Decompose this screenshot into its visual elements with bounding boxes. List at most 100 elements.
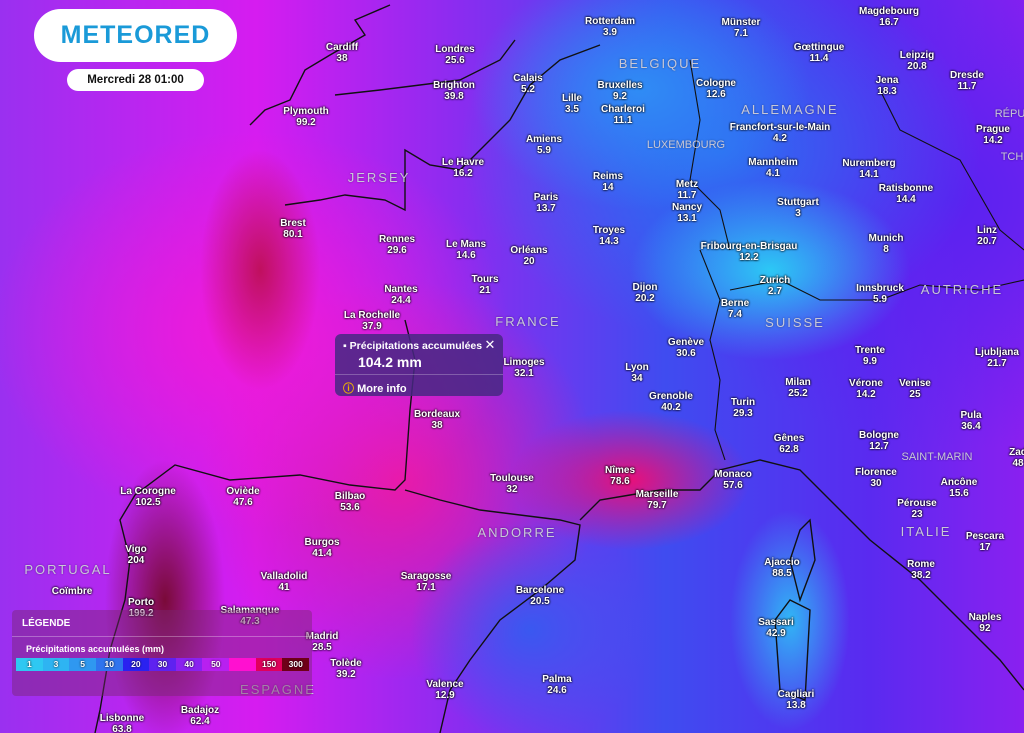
city-label[interactable]: La Rochelle 37.9: [344, 310, 400, 332]
city-label[interactable]: Venise 25: [899, 378, 931, 400]
city-label[interactable]: Nantes 24.4: [384, 284, 417, 306]
city-label[interactable]: Nancy 13.1: [672, 202, 702, 224]
city-label[interactable]: Gênes 62.8: [774, 433, 805, 455]
city-label[interactable]: Valence 12.9: [426, 679, 463, 701]
city-label[interactable]: Coïmbre: [52, 586, 93, 597]
city-label[interactable]: Berne 7.4: [721, 298, 749, 320]
city-label[interactable]: Brighton 39.8: [433, 80, 475, 102]
city-label[interactable]: Gœttingue 11.4: [794, 42, 845, 64]
close-icon[interactable]: ✕: [484, 337, 496, 352]
city-label[interactable]: Rome 38.2: [907, 559, 935, 581]
city-label[interactable]: Vigo 204: [125, 544, 146, 566]
city-label[interactable]: Limoges 32.1: [503, 357, 544, 379]
city-label[interactable]: Londres 25.6: [435, 44, 474, 66]
city-label[interactable]: Prague 14.2: [976, 124, 1010, 146]
city-label[interactable]: Francfort-sur-le-Main 4.2: [730, 122, 831, 144]
city-label[interactable]: Naples 92: [969, 612, 1002, 634]
city-label[interactable]: Sassari 42.9: [758, 617, 794, 639]
city-label[interactable]: Palma 24.6: [542, 674, 571, 696]
city-label[interactable]: Barcelone 20.5: [516, 585, 564, 607]
city-label[interactable]: Linz 20.7: [977, 225, 997, 247]
city-name: Berne: [720, 298, 750, 309]
city-label[interactable]: Zad 48: [1009, 447, 1024, 469]
city-label[interactable]: Le Havre 16.2: [442, 157, 484, 179]
legend-stop: [229, 658, 256, 671]
city-label[interactable]: Porto 199.2: [128, 597, 154, 619]
more-info-link[interactable]: ⓘ More info: [343, 380, 407, 396]
city-label[interactable]: Bologne 12.7: [859, 430, 899, 452]
city-name: Pula: [960, 410, 982, 421]
city-label[interactable]: Madrid 28.5: [306, 631, 339, 653]
city-label[interactable]: Bilbao 53.6: [335, 491, 366, 513]
city-label[interactable]: Cardiff 38: [326, 42, 358, 64]
legend-panel[interactable]: LÉGENDE Précipitations accumulées (mm) 1…: [12, 610, 312, 696]
city-label[interactable]: Jena 18.3: [876, 75, 899, 97]
city-label[interactable]: Cagliari 13.8: [778, 689, 815, 711]
city-label[interactable]: Ljubljana 21.7: [975, 347, 1019, 369]
city-label[interactable]: Vérone 14.2: [849, 378, 883, 400]
city-label[interactable]: Munich 8: [869, 233, 904, 255]
city-label[interactable]: Dresde 11.7: [950, 70, 984, 92]
city-label[interactable]: Turin 29.3: [731, 397, 755, 419]
city-label[interactable]: Genève 30.6: [668, 337, 704, 359]
city-label[interactable]: Toulouse 32: [490, 473, 534, 495]
city-label[interactable]: Trente 9.9: [855, 345, 885, 367]
city-label[interactable]: Magdebourg 16.7: [859, 6, 919, 28]
city-label[interactable]: Florence 30: [855, 467, 897, 489]
city-label[interactable]: Ancône 15.6: [941, 477, 978, 499]
city-label[interactable]: Milan 25.2: [785, 377, 811, 399]
city-label[interactable]: Badajoz 62.4: [181, 705, 219, 727]
popup-title: Précipitations accumulées: [349, 340, 483, 352]
city-label[interactable]: Mannheim 4.1: [748, 157, 797, 179]
city-label[interactable]: Amiens 5.9: [526, 134, 562, 156]
city-label[interactable]: Bruxelles 9.2: [597, 80, 642, 102]
city-label[interactable]: Münster 7.1: [722, 17, 761, 39]
city-name: Monaco: [714, 469, 752, 480]
city-label[interactable]: Rotterdam 3.9: [585, 16, 635, 38]
city-label[interactable]: Pérouse 23: [897, 498, 936, 520]
city-label[interactable]: Monaco 57.6: [714, 469, 752, 491]
city-label[interactable]: Tours 21: [471, 274, 498, 296]
city-label[interactable]: Pula 36.4: [960, 410, 981, 432]
city-label[interactable]: Oviède 47.6: [226, 486, 259, 508]
city-label[interactable]: Troyes 14.3: [593, 225, 625, 247]
city-label[interactable]: Tolède 39.2: [330, 658, 361, 680]
city-label[interactable]: Valladolid 41: [261, 571, 308, 593]
city-label[interactable]: Ratisbonne 14.4: [879, 183, 933, 205]
city-label[interactable]: Metz 11.7: [676, 179, 698, 201]
city-label[interactable]: Charleroi 11.1: [601, 104, 645, 126]
city-label[interactable]: Zurich 2.7: [760, 275, 791, 297]
city-label[interactable]: Cologne 12.6: [696, 78, 736, 100]
city-precip-value: 63.8: [112, 724, 132, 733]
city-label[interactable]: Fribourg-en-Brisgau 12.2: [701, 241, 798, 263]
city-label[interactable]: Innsbruck 5.9: [856, 283, 904, 305]
city-label[interactable]: Nîmes 78.6: [605, 465, 635, 487]
city-label[interactable]: Plymouth 99.2: [283, 106, 329, 128]
city-label[interactable]: Brest 80.1: [280, 218, 306, 240]
city-precip-value: 13.8: [786, 700, 806, 711]
city-label[interactable]: Bordeaux 38: [414, 409, 460, 431]
city-label[interactable]: Orléans 20: [510, 245, 547, 267]
city-label[interactable]: Calais 5.2: [513, 73, 542, 95]
city-label[interactable]: Paris 13.7: [534, 192, 558, 214]
city-label[interactable]: Le Mans 14.6: [446, 239, 486, 261]
city-label[interactable]: Grenoble 40.2: [649, 391, 693, 413]
city-label[interactable]: Lyon 34: [625, 362, 649, 384]
city-label[interactable]: Reims 14: [593, 171, 623, 193]
city-label[interactable]: Pescara 17: [966, 531, 1004, 553]
meteored-logo[interactable]: METEORED: [34, 9, 237, 62]
city-label[interactable]: Saragosse 17.1: [401, 571, 452, 593]
city-label[interactable]: Stuttgart 3: [777, 197, 819, 219]
city-label[interactable]: La Corogne 102.5: [120, 486, 176, 508]
city-label[interactable]: Rennes 29.6: [379, 234, 415, 256]
city-label[interactable]: Nuremberg 14.1: [842, 158, 895, 180]
city-label[interactable]: Ajaccio 88.5: [764, 557, 800, 579]
city-label[interactable]: Lille 3.5: [562, 93, 582, 115]
city-label[interactable]: Dijon 20.2: [633, 282, 658, 304]
city-label[interactable]: Marseille 79.7: [636, 489, 679, 511]
city-label[interactable]: Leipzig 20.8: [900, 50, 934, 72]
city-label[interactable]: Burgos 41.4: [305, 537, 340, 559]
city-label[interactable]: Lisbonne 63.8: [100, 713, 144, 733]
city-label[interactable]: Salamanque 47.3: [221, 605, 280, 627]
